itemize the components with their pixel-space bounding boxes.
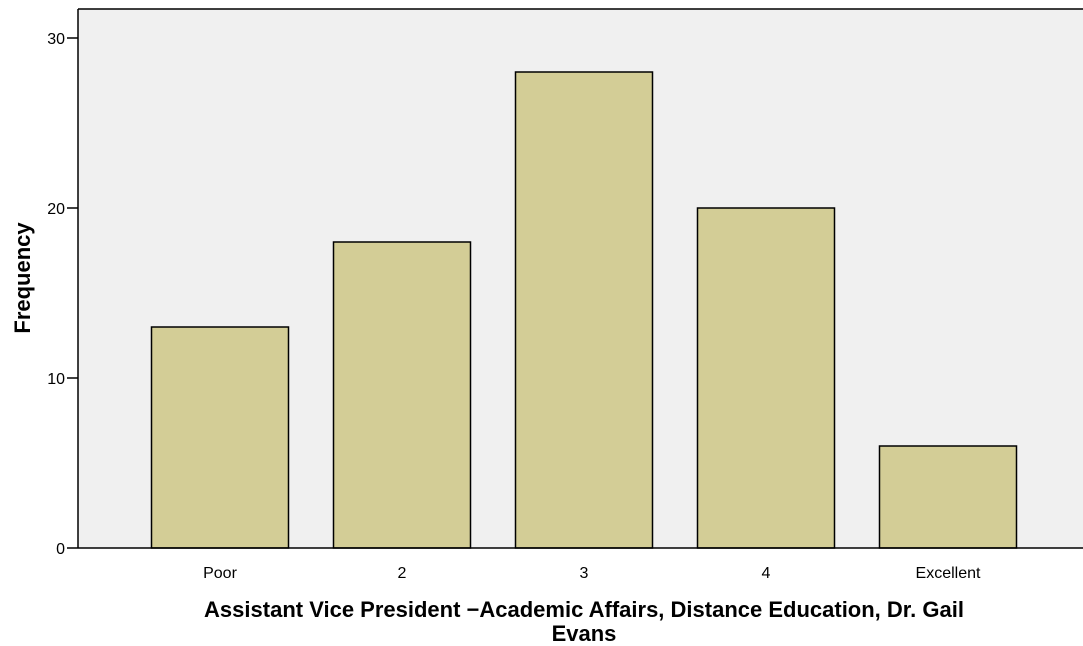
y-tick-label: 10	[47, 371, 65, 388]
x-tick-label: 2	[398, 565, 407, 582]
x-axis-title-line2: Evans	[552, 621, 617, 646]
y-tick-label: 20	[47, 201, 65, 218]
y-tick-label: 30	[47, 31, 65, 48]
y-axis-title: Frequency	[10, 222, 35, 334]
x-tick-label: 3	[580, 565, 589, 582]
y-ticks-group: 0 10 20 30	[47, 31, 78, 558]
y-tick-label: 0	[56, 541, 65, 558]
bar-excellent	[878, 445, 1018, 549]
bar-poor	[150, 326, 290, 549]
x-axis-title-line1: Assistant Vice President −Academic Affai…	[204, 597, 964, 622]
bar-4	[696, 207, 836, 549]
x-tick-label: Excellent	[916, 565, 981, 582]
x-tick-label: 4	[762, 565, 771, 582]
bar-2	[332, 241, 472, 549]
x-tick-label: Poor	[203, 565, 237, 582]
bar-3	[514, 71, 654, 549]
x-ticks-group: Poor 2 3 4 Excellent	[203, 565, 981, 582]
